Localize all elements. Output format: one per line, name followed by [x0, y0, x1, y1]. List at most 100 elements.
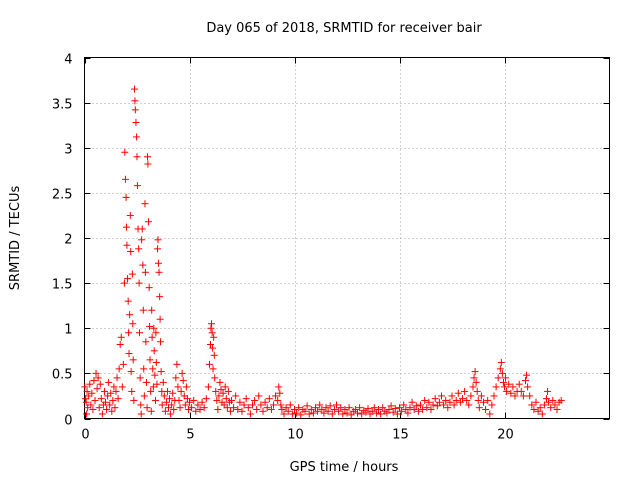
data-point — [553, 405, 561, 413]
data-point — [412, 402, 420, 410]
data-point — [345, 404, 353, 412]
y-tick-label: 1 — [64, 323, 72, 338]
data-point — [215, 392, 223, 400]
data-point — [544, 387, 552, 395]
data-point — [497, 359, 505, 367]
data-point — [459, 395, 466, 403]
data-point — [120, 279, 128, 287]
data-point — [130, 396, 138, 404]
data-point — [393, 410, 401, 418]
data-point — [249, 401, 256, 409]
data-point — [534, 407, 542, 415]
data-point — [131, 106, 139, 114]
data-point — [312, 404, 319, 412]
data-point — [276, 389, 284, 397]
data-point — [368, 407, 376, 415]
ticks — [84, 57, 610, 420]
data-point — [444, 404, 452, 412]
data-point — [213, 396, 221, 404]
data-point — [540, 401, 548, 409]
data-point — [263, 404, 271, 412]
data-point — [97, 395, 105, 403]
data-point — [145, 284, 153, 292]
data-point — [138, 236, 146, 244]
data-point — [90, 377, 98, 385]
data-point — [545, 398, 553, 406]
data-point — [94, 374, 102, 382]
data-point — [152, 329, 160, 337]
data-point — [419, 405, 427, 413]
data-point — [435, 398, 443, 406]
data-point — [145, 218, 153, 226]
data-point — [549, 396, 557, 404]
data-point — [232, 392, 240, 400]
data-point — [452, 396, 460, 404]
data-point — [81, 383, 89, 391]
data-point — [202, 395, 210, 403]
data-point — [150, 347, 158, 355]
data-point — [551, 401, 559, 409]
data-point — [557, 396, 565, 404]
data-point — [470, 374, 478, 382]
data-point — [148, 306, 156, 314]
data-point — [178, 369, 186, 377]
data-point — [417, 401, 424, 409]
data-point — [162, 398, 170, 406]
data-point — [461, 387, 469, 395]
data-point — [146, 356, 154, 364]
data-point — [286, 401, 294, 409]
x-tick-label: 15 — [392, 428, 409, 443]
data-point — [244, 404, 252, 412]
data-point — [465, 401, 473, 409]
data-point — [259, 407, 267, 415]
x-tick-label: 0 — [81, 428, 89, 443]
y-tick-label: 3.5 — [52, 98, 73, 113]
data-point — [208, 329, 216, 337]
data-point — [119, 360, 127, 368]
data-point — [174, 383, 182, 391]
data-point — [530, 405, 538, 413]
data-point — [196, 405, 204, 413]
data-point — [240, 401, 248, 409]
data-point — [288, 410, 296, 418]
data-point — [253, 405, 261, 413]
data-point — [482, 405, 490, 413]
data-point — [194, 401, 202, 409]
data-point — [126, 211, 134, 219]
data-point — [157, 338, 165, 346]
data-point — [293, 409, 301, 417]
data-point — [496, 365, 504, 373]
data-point — [217, 386, 225, 394]
data-point — [372, 409, 380, 417]
data-point — [103, 405, 111, 413]
x-tick-label: 10 — [287, 428, 304, 443]
data-point — [83, 410, 91, 418]
data-point — [341, 405, 349, 413]
chart-title: Day 065 of 2018, SRMTID for receiver bai… — [206, 21, 482, 36]
data-point — [484, 396, 492, 404]
data-point — [486, 410, 494, 418]
data-point — [280, 410, 288, 418]
y-tick-label: 1.5 — [52, 278, 73, 293]
data-point — [123, 223, 130, 231]
data-point — [149, 383, 157, 391]
y-tick-label: 4 — [64, 53, 72, 68]
data-point — [471, 368, 479, 376]
x-tick-label: 5 — [186, 428, 194, 443]
data-point — [354, 409, 361, 417]
data-point — [307, 405, 315, 413]
data-point — [136, 374, 144, 382]
data-point — [111, 404, 119, 412]
data-point — [454, 389, 462, 397]
data-point — [209, 365, 217, 373]
data-point — [238, 407, 246, 415]
data-point — [158, 401, 166, 409]
data-point — [314, 407, 322, 415]
data-point — [488, 401, 496, 409]
data-point — [503, 387, 511, 395]
data-point — [242, 395, 250, 403]
data-point — [123, 241, 131, 249]
data-point — [477, 392, 485, 400]
data-point — [177, 387, 185, 395]
data-point — [494, 374, 502, 382]
